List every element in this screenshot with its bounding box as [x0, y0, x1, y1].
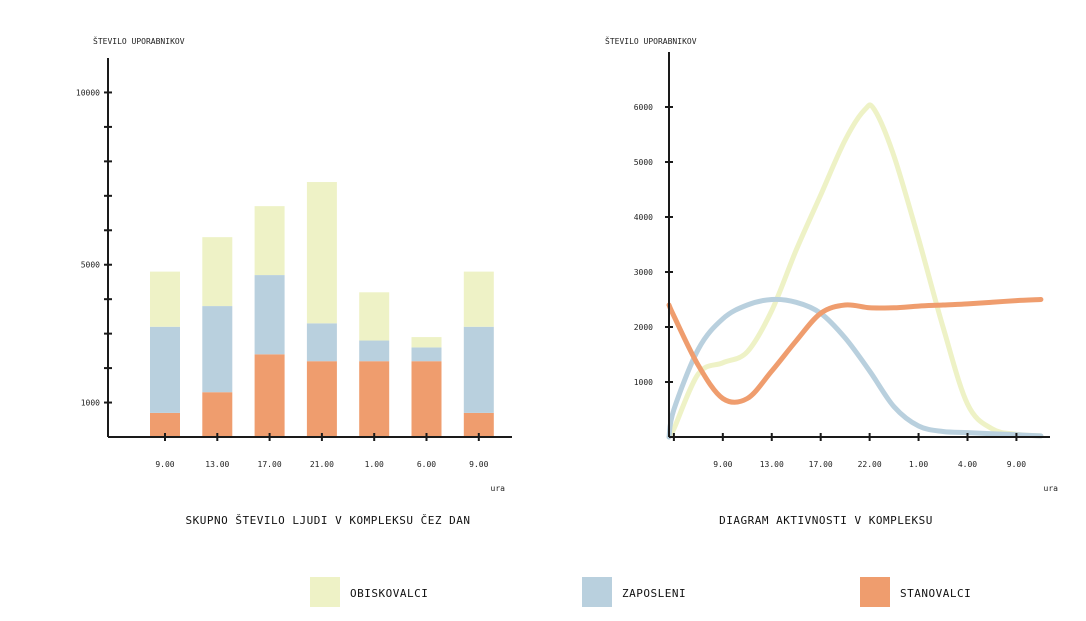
bar-stanovalci-3	[306, 361, 337, 437]
left-y-tick-label: 5000	[81, 261, 100, 270]
legend-item-stanovalci: STANOVALCI	[860, 577, 971, 607]
right-axes: 1000 2000 3000 4000 5000 6000 9.00 13.00 17.00 22…	[634, 52, 1050, 469]
bar-zaposleni-1	[202, 306, 233, 393]
bar-stanovalci-1	[202, 392, 233, 437]
left-stacked-bar-chart: ŠTEVILO UPORABNIKOV 1000 5000 10000 9.00 13.…	[76, 35, 512, 527]
right-x-unit-label: ura	[1044, 484, 1059, 493]
right-x-tick-label: 9.00	[713, 460, 732, 469]
left-x-unit-label: ura	[491, 484, 506, 493]
left-y-tick-label: 1000	[81, 399, 100, 408]
bar-obiskovalci-2	[254, 206, 285, 276]
bar-obiskovalci-6	[463, 271, 494, 327]
right-x-tick-label: 9.00	[1007, 460, 1026, 469]
legend: OBISKOVALCI ZAPOSLENI STANOVALCI	[310, 577, 971, 607]
bar-zaposleni-5	[411, 347, 442, 362]
legend-label-zaposleni: ZAPOSLENI	[622, 587, 686, 600]
left-x-tick-label: 21.00	[310, 460, 334, 469]
right-y-tick-label: 5000	[634, 158, 653, 167]
left-x-tick-label: 13.00	[205, 460, 229, 469]
left-x-tick-label: 9.00	[155, 460, 174, 469]
bar-zaposleni-0	[150, 326, 180, 413]
right-y-tick-label: 4000	[634, 213, 653, 222]
right-y-tick-label: 6000	[634, 103, 653, 112]
legend-item-obiskovalci: OBISKOVALCI	[310, 577, 428, 607]
bar-stanovalci-6	[463, 412, 494, 437]
right-line-chart: ŠTEVILO UPORABNIKOV 1000 2000 3000 4000 5000…	[605, 35, 1058, 527]
right-x-tick-label: 22.00	[858, 460, 882, 469]
legend-swatch-zaposleni	[582, 577, 612, 607]
bar-stanovalci-4	[359, 361, 390, 437]
left-bars	[150, 182, 494, 437]
bar-obiskovalci-3	[306, 182, 337, 324]
right-x-tick-label: 1.00	[909, 460, 928, 469]
bar-obiskovalci-4	[359, 292, 390, 341]
right-y-axis-title: ŠTEVILO UPORABNIKOV	[605, 35, 697, 46]
right-x-tick-label: 4.00	[958, 460, 977, 469]
line-zaposleni	[666, 296, 1044, 440]
legend-item-zaposleni: ZAPOSLENI	[582, 577, 686, 607]
bar-zaposleni-3	[306, 323, 337, 362]
legend-swatch-obiskovalci	[310, 577, 340, 607]
left-x-tick-label: 17.00	[258, 460, 282, 469]
line-obiskovalci	[666, 102, 1044, 440]
left-chart-title: SKUPNO ŠTEVILO LJUDI V KOMPLEKSU ČEZ DAN	[186, 514, 471, 527]
legend-label-obiskovalci: OBISKOVALCI	[350, 587, 428, 600]
left-axes: 1000 5000 10000 9.00 13.00 17.00 21.00 1.00 6.00…	[76, 58, 512, 469]
bar-zaposleni-4	[359, 340, 390, 362]
left-x-tick-label: 9.00	[469, 460, 488, 469]
bar-stanovalci-0	[150, 412, 180, 437]
bar-zaposleni-6	[463, 326, 494, 413]
line-stanovalci	[666, 297, 1044, 405]
right-y-tick-label: 1000	[634, 378, 653, 387]
bar-obiskovalci-1	[202, 237, 233, 307]
bar-obiskovalci-0	[150, 271, 180, 327]
bar-obiskovalci-5	[411, 337, 442, 348]
right-y-tick-label: 2000	[634, 323, 653, 332]
bar-stanovalci-2	[254, 354, 285, 437]
right-x-tick-label: 17.00	[809, 460, 833, 469]
left-x-tick-label: 1.00	[365, 460, 384, 469]
legend-label-stanovalci: STANOVALCI	[900, 587, 971, 600]
right-chart-title: DIAGRAM AKTIVNOSTI V KOMPLEKSU	[719, 514, 933, 527]
right-y-tick-label: 3000	[634, 268, 653, 277]
left-y-tick-label: 10000	[76, 88, 100, 97]
left-y-axis-title: ŠTEVILO UPORABNIKOV	[93, 35, 185, 46]
left-x-tick-label: 6.00	[417, 460, 436, 469]
right-x-tick-label: 13.00	[760, 460, 784, 469]
bar-zaposleni-2	[254, 275, 285, 355]
bar-stanovalci-5	[411, 361, 442, 437]
right-lines	[666, 102, 1044, 440]
legend-swatch-stanovalci	[860, 577, 890, 607]
